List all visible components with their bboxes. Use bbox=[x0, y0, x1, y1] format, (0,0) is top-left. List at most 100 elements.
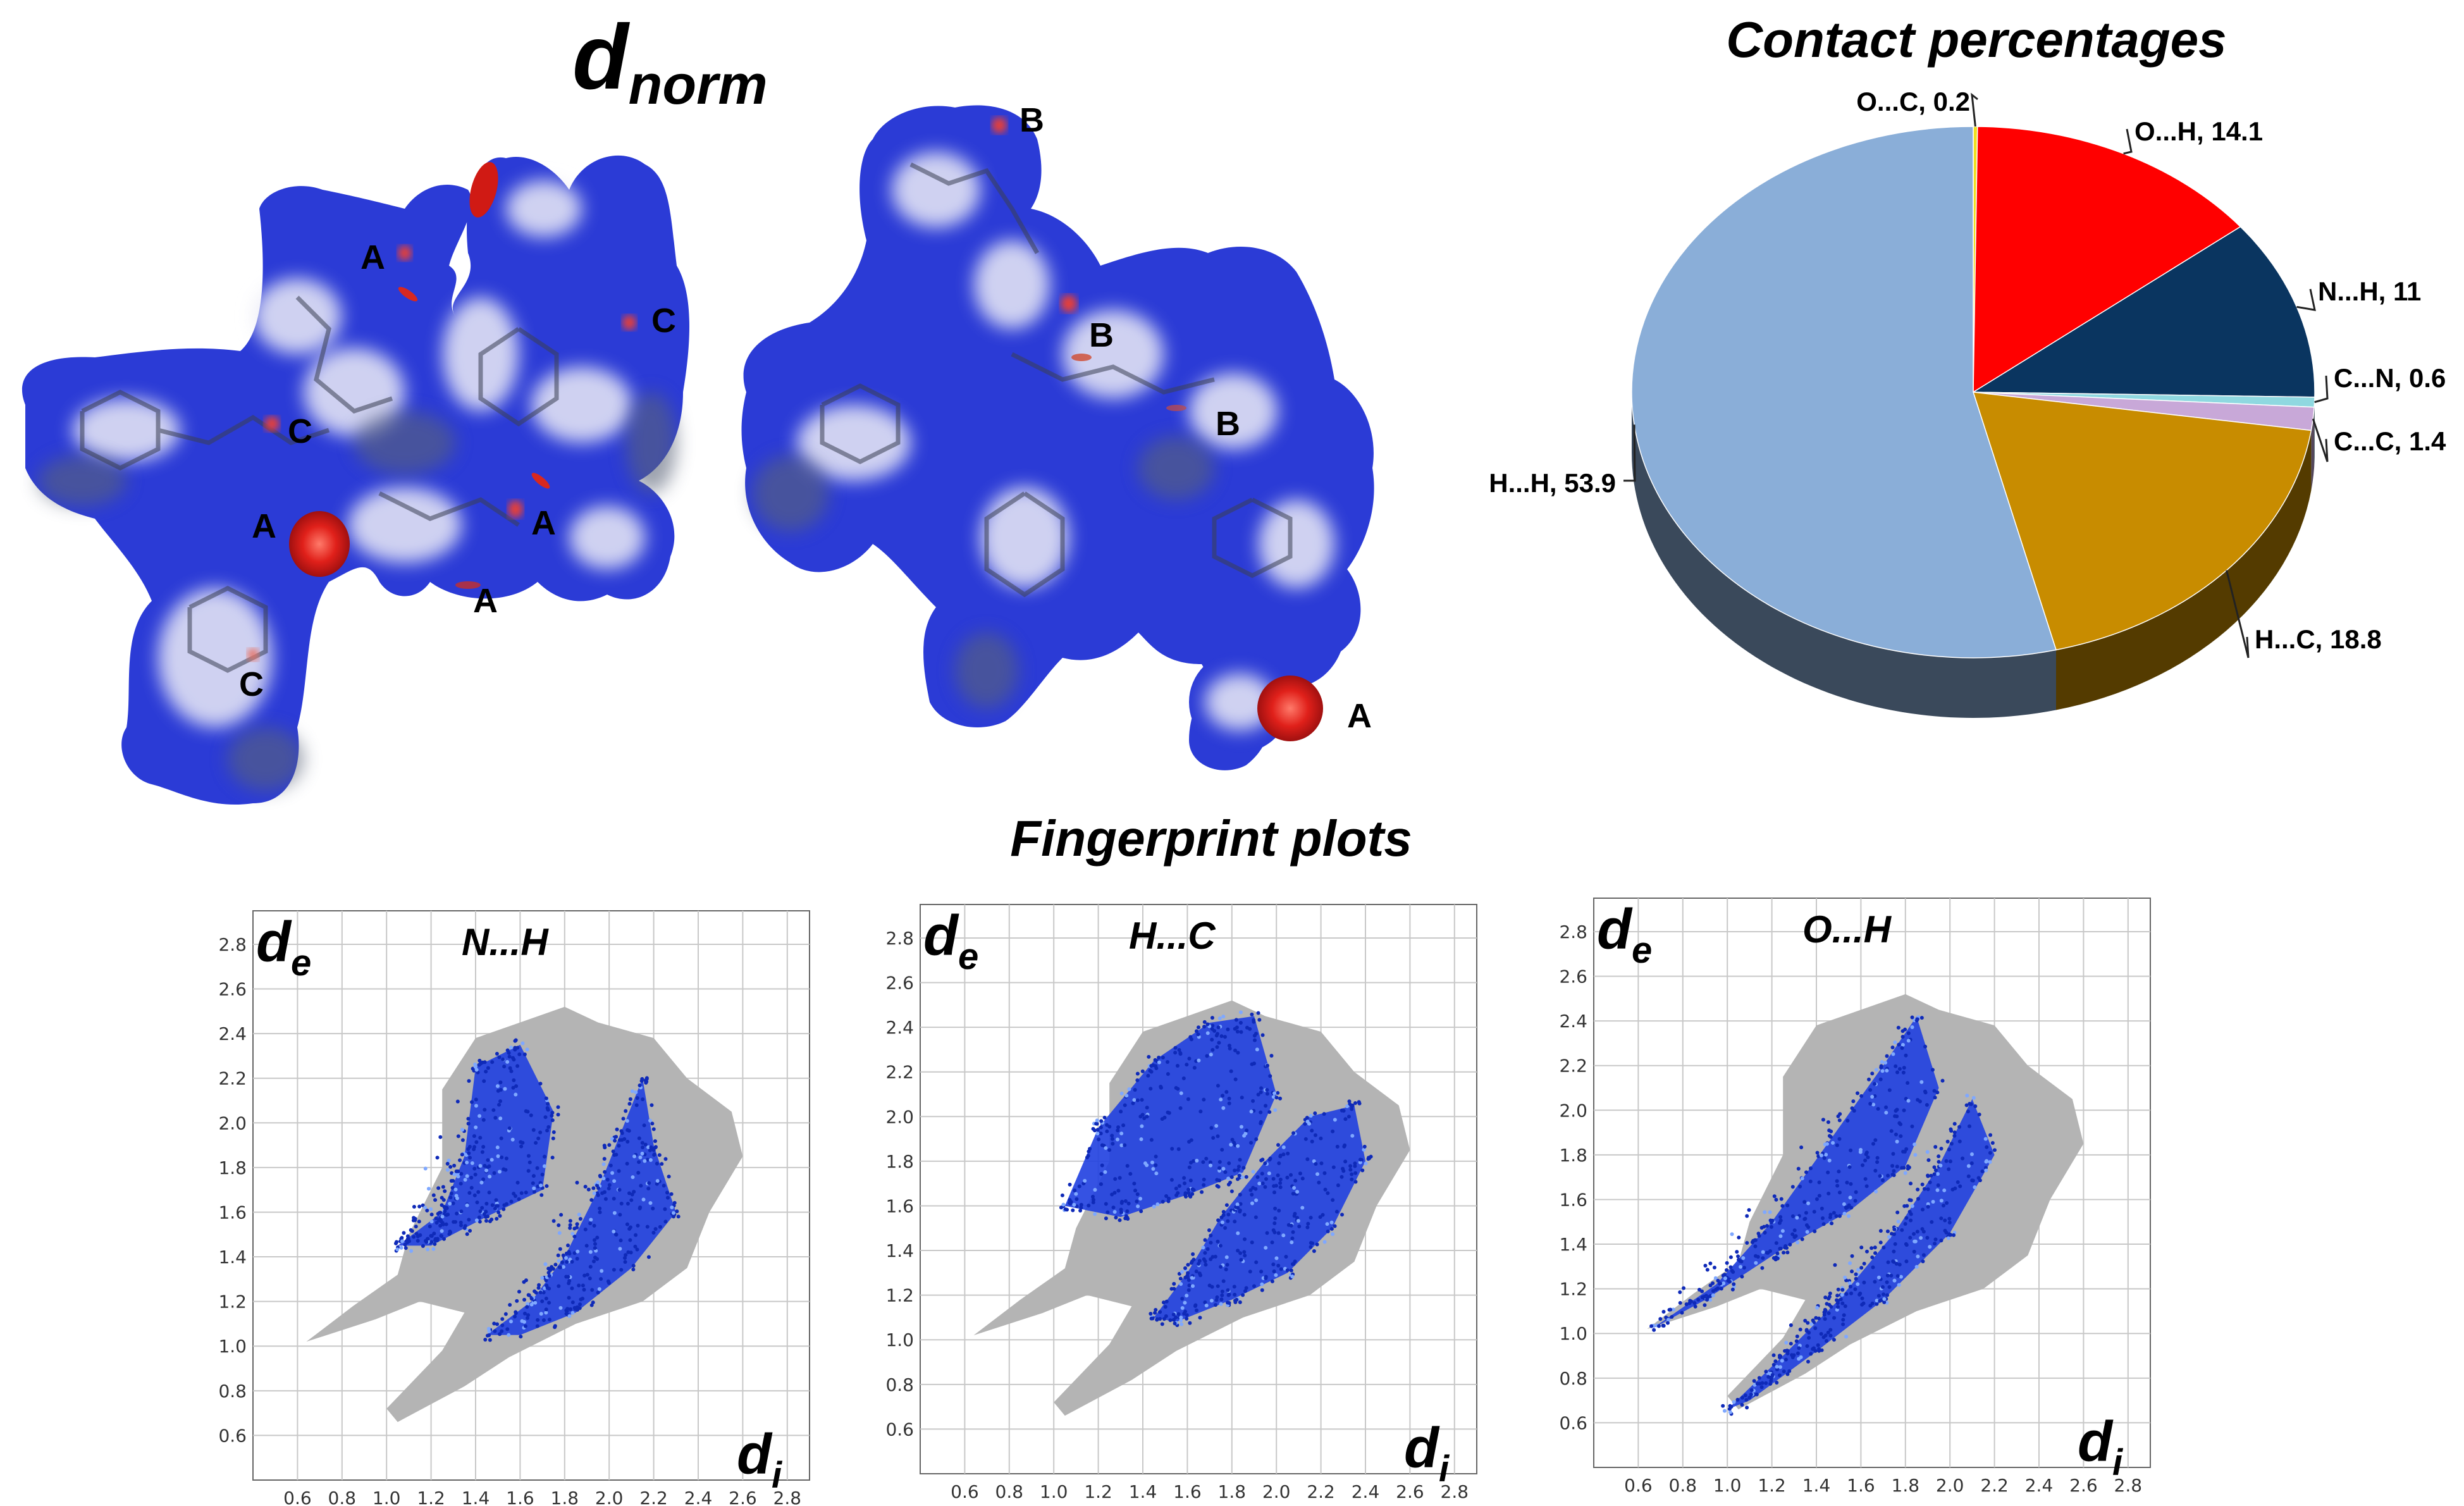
fingerprint-point bbox=[1774, 1257, 1778, 1261]
fingerprint-point bbox=[400, 1236, 404, 1240]
fingerprint-point bbox=[1187, 1140, 1192, 1144]
fingerprint-point bbox=[478, 1164, 483, 1168]
fingerprint-point bbox=[600, 1269, 604, 1273]
fingerprint-point bbox=[1194, 1308, 1198, 1312]
fingerprint-point bbox=[582, 1273, 587, 1278]
fingerprint-point bbox=[1892, 1249, 1896, 1254]
fingerprint-point bbox=[1277, 1161, 1281, 1166]
fingerprint-point bbox=[1248, 1188, 1253, 1192]
fingerprint-point bbox=[1273, 1216, 1278, 1221]
fingerprint-point bbox=[483, 1337, 488, 1342]
fingerprint-point bbox=[1824, 1152, 1828, 1157]
fingerprint-point bbox=[588, 1250, 593, 1254]
fingerprint-point bbox=[1185, 1316, 1189, 1321]
fingerprint-point bbox=[635, 1247, 639, 1252]
fingerprint-point bbox=[521, 1041, 525, 1046]
fingerprint-point bbox=[1119, 1091, 1124, 1096]
fingerprint-point bbox=[1198, 1109, 1203, 1114]
fingerprint-point bbox=[1312, 1249, 1316, 1253]
fingerprint-point bbox=[1286, 1151, 1290, 1156]
fingerprint-point bbox=[1809, 1322, 1814, 1326]
fingerprint-point bbox=[1263, 1185, 1267, 1189]
fingerprint-point bbox=[459, 1182, 463, 1186]
fingerprint-point bbox=[1913, 1152, 1918, 1157]
fingerprint-point bbox=[1871, 1265, 1875, 1269]
fingerprint-point bbox=[667, 1175, 671, 1179]
fingerprint-point bbox=[1140, 1097, 1144, 1102]
fingerprint-point bbox=[456, 1175, 460, 1179]
fingerprint-point bbox=[1119, 1143, 1124, 1147]
fingerprint-point bbox=[1234, 1018, 1238, 1022]
fingerprint-point bbox=[1906, 1031, 1911, 1035]
fingerprint-point bbox=[1952, 1121, 1957, 1126]
fingerprint-point bbox=[448, 1195, 453, 1200]
fingerprint-point bbox=[501, 1057, 505, 1061]
fingerprint-point bbox=[1728, 1265, 1733, 1269]
fingerprint-point bbox=[1893, 1242, 1897, 1246]
fingerprint-point bbox=[1251, 1170, 1255, 1174]
fingerprint-point bbox=[1221, 1279, 1226, 1283]
fingerprint-point bbox=[1821, 1118, 1825, 1122]
shadow-patch bbox=[38, 455, 126, 506]
fingerprint-point bbox=[1140, 1069, 1145, 1073]
fingerprint-point bbox=[1666, 1318, 1670, 1322]
y-tick-label: 1.2 bbox=[218, 1292, 247, 1312]
fingerprint-point bbox=[1766, 1250, 1770, 1255]
fingerprint-point bbox=[1812, 1209, 1816, 1214]
x-tick-label: 1.4 bbox=[1129, 1481, 1157, 1502]
fingerprint-point bbox=[1216, 1185, 1221, 1189]
fingerprint-point bbox=[517, 1197, 521, 1201]
fingerprint-point bbox=[1922, 1187, 1926, 1191]
fingerprint-point bbox=[1792, 1235, 1797, 1239]
fingerprint-point bbox=[1236, 1249, 1240, 1253]
fingerprint-point bbox=[1809, 1166, 1813, 1171]
fingerprint-point bbox=[1711, 1289, 1715, 1293]
fingerprint-point bbox=[438, 1135, 443, 1139]
fingerprint-point bbox=[1921, 1253, 1926, 1257]
fingerprint-point bbox=[1804, 1328, 1809, 1332]
fingerprint-point bbox=[1250, 1201, 1254, 1206]
fingerprint-point bbox=[402, 1231, 406, 1235]
fingerprint-point bbox=[627, 1102, 632, 1106]
fingerprint-point bbox=[1943, 1218, 1947, 1223]
fingerprint-point bbox=[460, 1152, 464, 1157]
bond-chain bbox=[820, 383, 901, 464]
fingerprint-point bbox=[1890, 1164, 1895, 1168]
fingerprint-point bbox=[1961, 1156, 1965, 1161]
fingerprint-point bbox=[1711, 1293, 1715, 1298]
fingerprint-point bbox=[1878, 1077, 1883, 1082]
fingerprint-point bbox=[1265, 1231, 1269, 1235]
fingerprint-point bbox=[1885, 1229, 1890, 1233]
bond-chain bbox=[187, 586, 268, 673]
fingerprint-point bbox=[429, 1240, 434, 1244]
fingerprint-point bbox=[474, 1140, 479, 1144]
x-tick-label: 2.8 bbox=[1441, 1481, 1469, 1502]
fingerprint-point bbox=[1953, 1186, 1957, 1190]
fingerprint-point bbox=[1162, 1317, 1166, 1321]
fingerprint-point bbox=[558, 1305, 563, 1310]
fingerprint-point bbox=[1300, 1176, 1305, 1181]
fingerprint-point bbox=[1367, 1156, 1372, 1161]
fingerprint-point bbox=[545, 1283, 549, 1288]
fingerprint-point bbox=[1919, 1236, 1923, 1240]
x-tick-label: 0.6 bbox=[283, 1488, 312, 1506]
fingerprint-point bbox=[1216, 1218, 1221, 1223]
fingerprint-point bbox=[1245, 1025, 1249, 1030]
fingerprint-point bbox=[1680, 1311, 1684, 1315]
fingerprint-point bbox=[1135, 1192, 1140, 1197]
fingerprint-point bbox=[1785, 1372, 1790, 1376]
fingerprint-point bbox=[545, 1128, 550, 1133]
fingerprint-point bbox=[1897, 1066, 1902, 1071]
fingerprint-point bbox=[568, 1226, 572, 1230]
fingerprint-point bbox=[1964, 1103, 1969, 1108]
fingerprint-point bbox=[522, 1297, 527, 1302]
fingerprint-point bbox=[1910, 1204, 1914, 1208]
fingerprint-point bbox=[1820, 1206, 1824, 1211]
fingerprint-point bbox=[1813, 1349, 1818, 1353]
fingerprint-point bbox=[1775, 1364, 1779, 1369]
fingerprint-point bbox=[1807, 1331, 1811, 1335]
fingerprint-point bbox=[539, 1183, 543, 1188]
fingerprint-point bbox=[1279, 1267, 1283, 1271]
fingerprint-point bbox=[1799, 1145, 1804, 1150]
fingerprint-point bbox=[1264, 1276, 1268, 1280]
